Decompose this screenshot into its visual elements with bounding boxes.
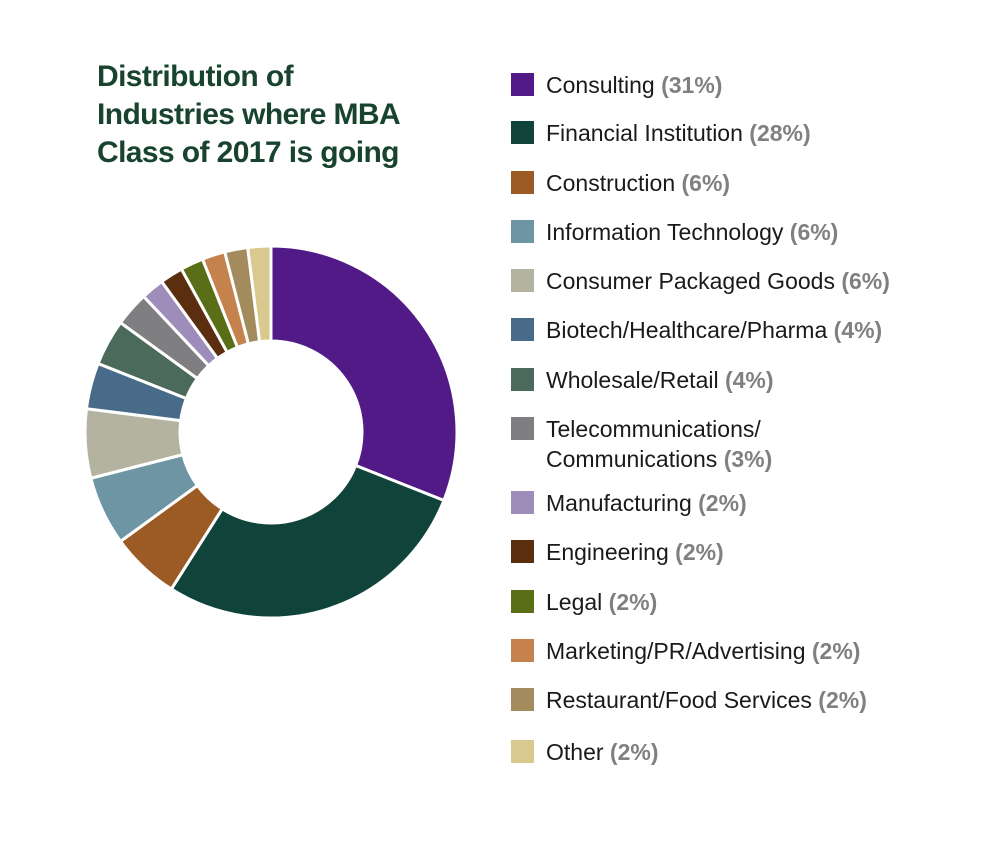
legend-label: Consulting (31%) <box>546 70 966 100</box>
legend-item: Marketing/PR/Advertising (2%) <box>511 636 966 666</box>
legend-percent: (6%) <box>789 219 839 245</box>
legend-item: Financial Institution (28%) <box>511 118 966 148</box>
legend-item: Wholesale/Retail (4%) <box>511 365 966 395</box>
legend-percent: (2%) <box>811 638 861 664</box>
legend-percent: (31%) <box>661 72 723 98</box>
legend-label: Other (2%) <box>546 737 966 767</box>
legend-swatch <box>511 269 534 292</box>
legend-item: Telecommunications/ Communications (3%) <box>511 414 966 474</box>
legend-category: Engineering <box>546 539 669 565</box>
legend-item: Manufacturing (2%) <box>511 488 966 518</box>
legend-percent: (6%) <box>681 170 731 196</box>
legend-label: Construction (6%) <box>546 168 966 198</box>
legend-category: Restaurant/Food Services <box>546 687 812 713</box>
legend-swatch <box>511 540 534 563</box>
legend-item: Information Technology (6%) <box>511 217 966 247</box>
legend-category: Consulting <box>546 72 655 98</box>
legend-category: Wholesale/Retail <box>546 367 719 393</box>
legend-category: Other <box>546 739 604 765</box>
legend-category: Construction <box>546 170 676 196</box>
legend-category: Biotech/Healthcare/Pharma <box>546 317 828 343</box>
legend-label: Consumer Packaged Goods (6%) <box>546 266 966 296</box>
legend-swatch <box>511 639 534 662</box>
legend-percent: (6%) <box>841 268 890 294</box>
legend-item: Other (2%) <box>511 737 966 767</box>
legend-label: Legal (2%) <box>546 587 966 617</box>
legend-swatch <box>511 590 534 613</box>
legend-swatch <box>511 417 534 440</box>
legend-swatch <box>511 220 534 243</box>
legend-percent: (3%) <box>723 446 773 472</box>
legend-percent: (2%) <box>698 490 747 516</box>
slice-consulting <box>269 244 459 503</box>
slice-other <box>246 244 273 344</box>
legend-swatch <box>511 740 534 763</box>
legend-label: Engineering (2%) <box>546 537 966 567</box>
legend-swatch <box>511 368 534 391</box>
legend-label: Manufacturing (2%) <box>546 488 966 518</box>
legend-category: Telecommunications/ Communications <box>546 416 761 472</box>
legend-swatch <box>511 121 534 144</box>
legend-label: Information Technology (6%) <box>546 217 966 247</box>
legend-category: Consumer Packaged Goods <box>546 268 835 294</box>
legend-item: Consulting (31%) <box>511 70 966 100</box>
legend-item: Engineering (2%) <box>511 537 966 567</box>
legend-percent: (2%) <box>675 539 724 565</box>
legend-item: Legal (2%) <box>511 587 966 617</box>
slice-financial-institution <box>169 463 446 620</box>
legend-category: Information Technology <box>546 219 784 245</box>
legend-item: Construction (6%) <box>511 168 966 198</box>
legend-category: Financial Institution <box>546 120 743 146</box>
legend-label: Financial Institution (28%) <box>546 118 966 148</box>
legend-item: Consumer Packaged Goods (6%) <box>511 266 966 296</box>
legend-percent: (28%) <box>749 120 811 146</box>
chart-title: Distribution of Industries where MBA Cla… <box>97 60 401 169</box>
legend-item: Restaurant/Food Services (2%) <box>511 685 966 715</box>
legend-swatch <box>511 688 534 711</box>
legend-swatch <box>511 73 534 96</box>
legend-percent: (2%) <box>818 687 867 713</box>
legend-category: Legal <box>546 589 603 615</box>
legend-percent: (2%) <box>608 589 658 615</box>
legend-category: Manufacturing <box>546 490 692 516</box>
legend-item: Biotech/Healthcare/Pharma (4%) <box>511 315 966 345</box>
legend-swatch <box>511 491 534 514</box>
legend-swatch <box>511 318 534 341</box>
legend-label: Marketing/PR/Advertising (2%) <box>546 636 966 666</box>
legend-percent: (2%) <box>609 739 659 765</box>
legend-label: Biotech/Healthcare/Pharma (4%) <box>546 315 966 345</box>
legend-swatch <box>511 171 534 194</box>
legend-label: Wholesale/Retail (4%) <box>546 365 966 395</box>
legend-percent: (4%) <box>833 317 883 343</box>
legend-label: Telecommunications/ Communications (3%) <box>546 414 966 474</box>
legend-label: Restaurant/Food Services (2%) <box>546 685 966 715</box>
legend-percent: (4%) <box>724 367 774 393</box>
legend-category: Marketing/PR/Advertising <box>546 638 806 664</box>
